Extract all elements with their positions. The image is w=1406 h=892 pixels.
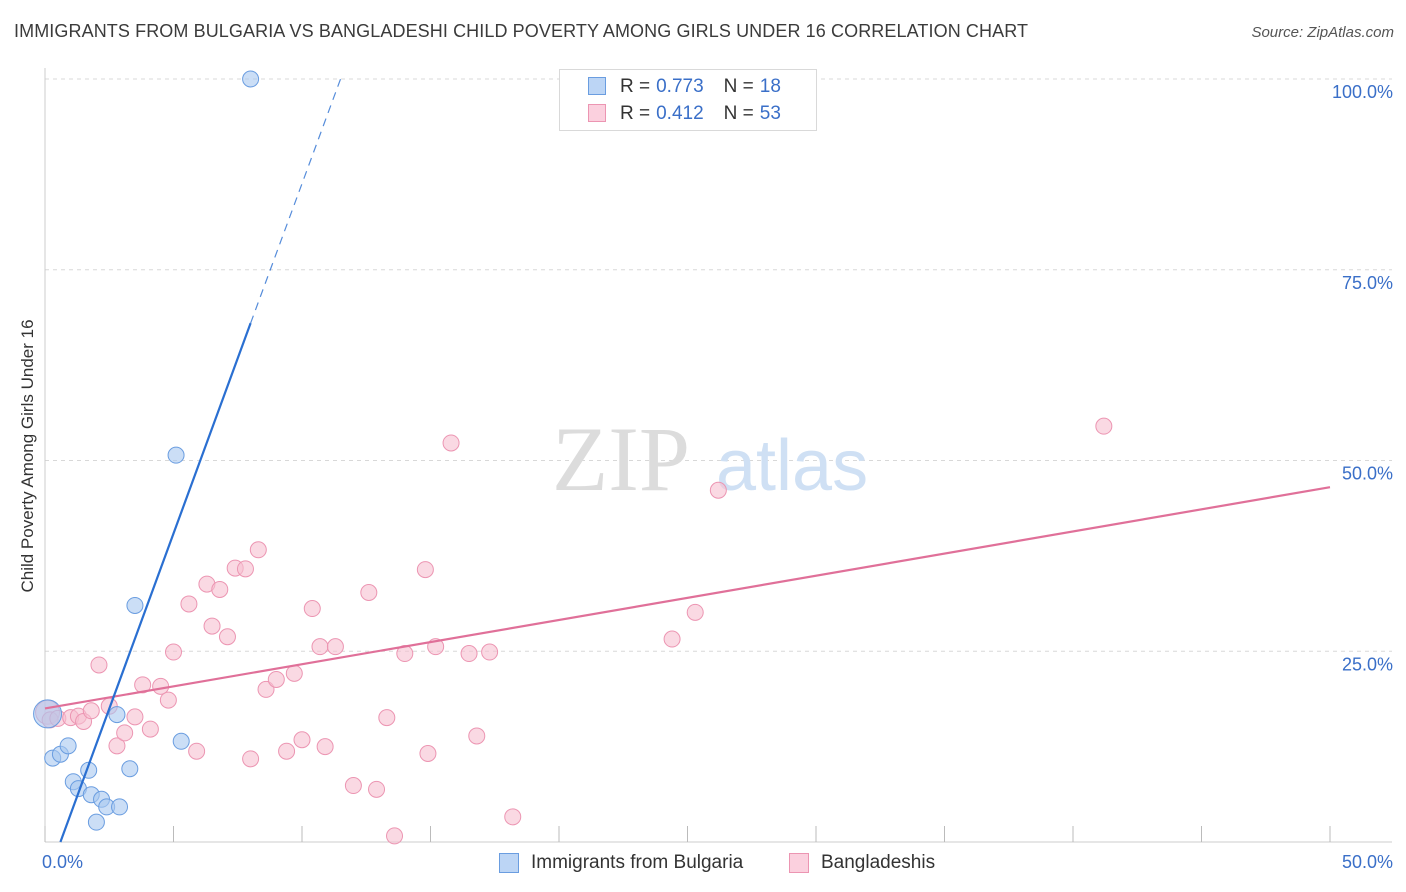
bangladeshis-point [134,676,152,694]
bangladeshis-point [663,630,681,648]
chart-title: IMMIGRANTS FROM BULGARIA VS BANGLADESHI … [14,21,1029,41]
grid-layer [45,78,1392,652]
bangladeshis-point [242,750,260,768]
bangladeshis-point [285,664,303,682]
bangladeshis-point [108,737,126,755]
bangladeshis-point [468,727,486,745]
bangladeshis-point [709,481,727,499]
bangladeshis-point [442,434,460,452]
bulgaria-point [33,699,63,729]
bulgaria-point [121,760,139,778]
legend-swatch-bulgaria [499,853,519,873]
bangladeshis-point [360,583,378,601]
bulgaria-trend-line [59,322,252,843]
series-label-bulgaria: Immigrants from Bulgaria [531,852,744,873]
bangladeshis-point [1095,417,1113,435]
bangladeshis-point [316,738,334,756]
y-tick-label: 50.0% [1342,464,1393,484]
bangladeshis-point [460,645,478,663]
x-tick-label: 50.0% [1342,852,1393,872]
bulgaria-point [167,446,185,464]
bangladeshis-point [278,742,296,760]
bangladeshis-point [303,600,321,618]
bulgaria-point [172,732,190,750]
series-legend-bangladeshis[interactable]: Bangladeshis [789,852,935,874]
watermark-atlas: atlas [716,426,868,506]
legend-swatch-bangladeshis [588,104,606,122]
y-tick-label: 75.0% [1342,273,1393,293]
watermark-zip: ZIP [552,408,690,510]
bangladeshis-point [378,709,396,727]
bangladeshis-point [344,777,362,795]
legend-swatch-bulgaria [588,77,606,95]
tick-labels: 25.0% 50.0% 75.0% 100.0% 0.0% 50.0% [42,82,1393,872]
bangladeshis-point [159,691,177,709]
bangladeshis-point [686,603,704,621]
bangladeshis-point [82,702,100,720]
bangladeshis-point [165,643,182,661]
bangladeshis-point [386,827,404,845]
y-tick-label: 100.0% [1332,82,1393,102]
bulgaria-points [33,70,260,831]
bangladeshis-point [326,638,344,656]
legend-r-label: R = [620,76,651,97]
legend-n-value: 53 [759,103,781,124]
bulgaria-point [108,706,126,724]
source-credit: Source: ZipAtlas.com [1251,24,1394,41]
legend-n-label: N = [723,76,754,97]
bangladeshis-point [311,638,329,656]
bulgaria-point [59,737,77,755]
legend-n-value: 18 [759,76,781,97]
bangladeshis-point [416,561,434,579]
bangladeshis-point [203,617,221,635]
legend-swatch-bangladeshis [789,853,809,873]
legend-r-value: 0.773 [656,76,704,97]
bangladeshis-point [218,628,236,646]
legend-row-bulgaria: R = 0.773 N = 18 [620,75,781,99]
bangladeshis-point [180,595,198,613]
series-label-bangladeshis: Bangladeshis [821,852,936,873]
bulgaria-point [126,596,144,614]
bangladeshis-point [249,541,267,559]
bangladeshis-point [293,731,311,749]
bangladeshis-trend-line [44,486,1331,710]
bangladeshis-point [188,742,206,760]
bangladeshis-point [368,780,386,798]
legend-r-value: 0.412 [656,103,704,124]
bangladeshis-point [116,724,134,742]
bangladeshis-point [481,643,499,661]
bangladeshis-point [504,808,522,826]
correlation-legend: R = 0.773 N = 18 R = 0.412 N = 53 [559,69,817,131]
bangladeshis-point [211,580,229,598]
x-tick-label: 0.0% [42,852,83,872]
bulgaria-trend-extension [250,78,342,324]
bulgaria-point [111,798,129,816]
bulgaria-point [242,70,260,88]
y-tick-label: 25.0% [1342,654,1393,674]
bangladeshis-point [257,680,275,698]
legend-n-label: N = [723,103,754,124]
bangladeshis-point [90,656,108,674]
bangladeshis-point [236,560,254,578]
bulgaria-point [87,813,105,831]
bangladeshis-point [126,708,144,726]
series-legend-bulgaria[interactable]: Immigrants from Bulgaria [499,852,743,874]
bangladeshis-point [141,720,159,738]
y-axis-label: Child Poverty Among Girls Under 16 [18,319,37,593]
bangladeshis-point [267,670,285,688]
legend-r-label: R = [620,103,651,124]
legend-row-bangladeshis: R = 0.412 N = 53 [620,102,781,126]
bangladeshis-point [419,744,437,762]
trend-lines [44,78,1331,843]
